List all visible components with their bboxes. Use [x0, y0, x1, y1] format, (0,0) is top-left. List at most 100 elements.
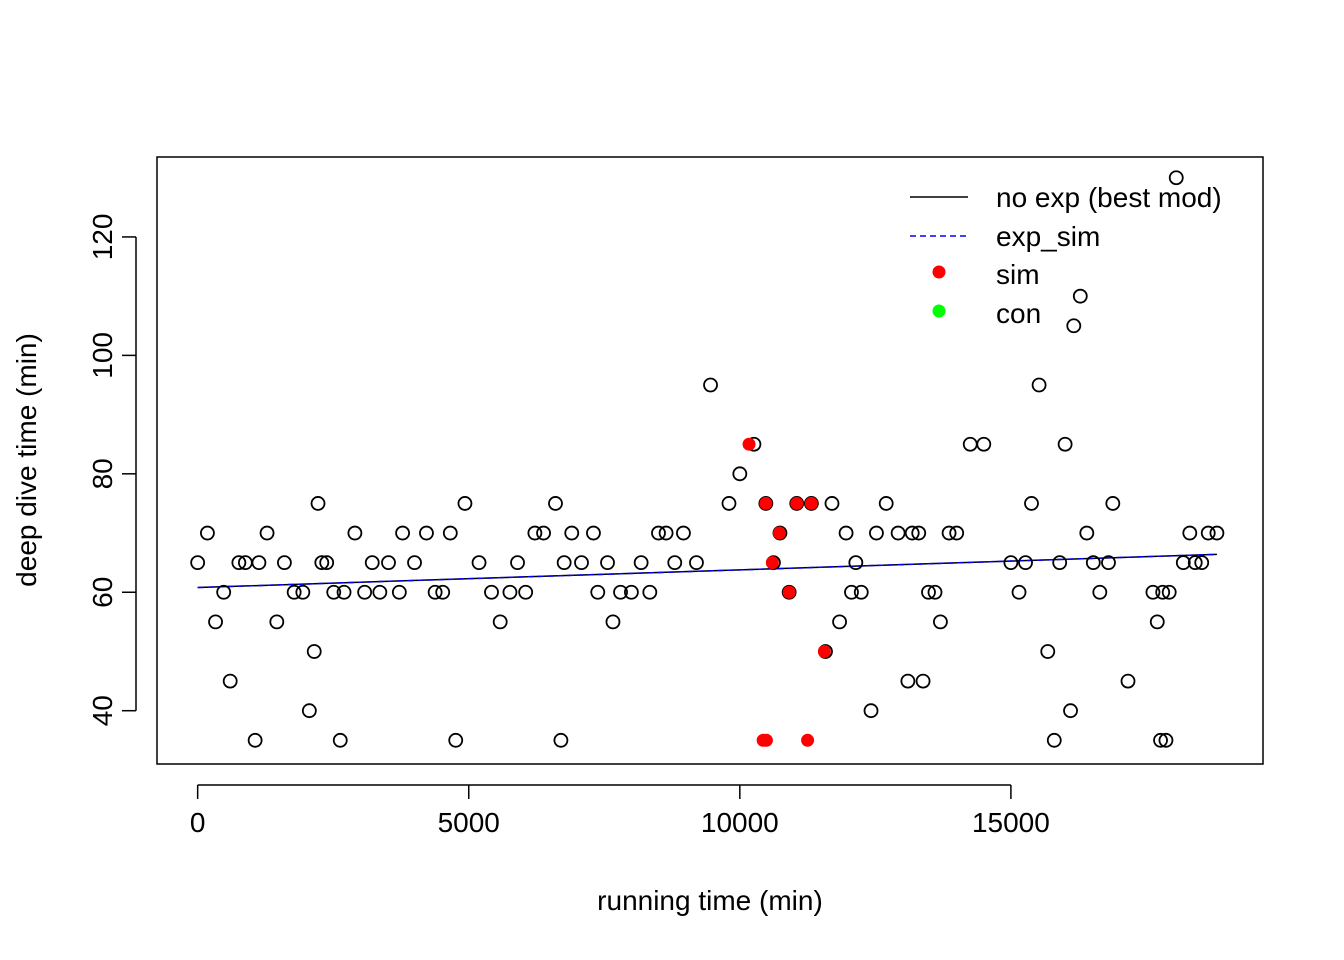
data-point — [1072, 288, 1088, 304]
data-point — [838, 525, 854, 541]
sim-point — [790, 496, 804, 510]
data-point — [427, 584, 443, 600]
data-point — [878, 496, 894, 511]
y-tick-label: 80 — [87, 458, 118, 489]
data-point — [1168, 170, 1184, 186]
sim-point — [772, 526, 786, 540]
data-point — [326, 584, 342, 600]
data-point — [848, 555, 864, 571]
sim-point — [759, 496, 773, 510]
data-point — [435, 584, 451, 600]
data-point — [332, 732, 348, 748]
sim-point — [801, 733, 815, 747]
data-point — [633, 555, 649, 571]
data-point — [651, 525, 666, 541]
data-point — [314, 555, 330, 571]
y-axis: 40 60 80 100 120 — [87, 214, 137, 726]
x-axis-title: running time (min) — [597, 885, 823, 916]
data-point — [933, 614, 948, 630]
data-point — [556, 555, 572, 571]
sim-point — [804, 496, 818, 510]
data-point — [301, 703, 317, 719]
data-point — [1182, 525, 1198, 541]
data-point — [1105, 496, 1121, 511]
data-point — [600, 555, 615, 571]
data-point — [921, 584, 936, 600]
data-point — [222, 673, 238, 689]
data-point — [962, 436, 978, 452]
data-point — [395, 525, 410, 541]
data-point — [1040, 644, 1056, 659]
data-point — [381, 555, 396, 571]
sim-point — [782, 585, 796, 599]
data-point — [502, 584, 518, 600]
data-point — [613, 584, 628, 600]
data-point — [200, 525, 215, 541]
data-point — [574, 555, 589, 571]
data-point — [442, 525, 458, 541]
legend-label: con — [996, 298, 1041, 329]
data-point — [904, 525, 920, 541]
data-point — [890, 525, 906, 541]
data-point — [1145, 584, 1161, 600]
sim-point — [742, 437, 756, 451]
data-point — [1187, 555, 1203, 571]
data-point — [277, 555, 292, 571]
y-tick-label: 120 — [87, 214, 118, 261]
data-point — [590, 584, 606, 600]
data-point — [319, 555, 335, 571]
data-point — [548, 496, 563, 511]
data-point — [391, 584, 407, 600]
data-point — [448, 732, 464, 748]
data-point — [347, 525, 363, 541]
data-point — [844, 584, 859, 600]
data-point — [586, 525, 601, 541]
data-point — [536, 525, 551, 541]
data-point — [1209, 525, 1225, 541]
legend-label: sim — [996, 259, 1040, 290]
plot-area — [190, 170, 1225, 748]
data-point — [1018, 555, 1033, 571]
data-point — [949, 525, 965, 541]
data-point — [911, 525, 927, 541]
data-point — [623, 584, 639, 600]
data-point — [231, 555, 247, 571]
data-point — [1031, 377, 1047, 393]
data-point — [1194, 555, 1210, 571]
data-point — [1092, 584, 1108, 600]
y-tick-label: 40 — [87, 695, 118, 726]
data-point — [190, 555, 206, 571]
data-point — [703, 377, 718, 393]
data-point — [1155, 584, 1171, 600]
sim-point — [817, 644, 831, 658]
data-point — [1003, 555, 1019, 571]
data-point — [251, 555, 267, 571]
data-point — [853, 584, 869, 600]
fit-line-best-mod — [197, 553, 1217, 589]
data-point — [721, 496, 737, 511]
data-point — [863, 703, 879, 719]
data-point — [605, 614, 621, 630]
data-point — [1161, 584, 1177, 600]
data-point — [832, 614, 847, 630]
data-point — [492, 614, 508, 630]
data-point — [419, 525, 434, 541]
data-point — [689, 555, 704, 571]
legend-key-2 — [932, 265, 946, 279]
data-point — [259, 525, 275, 541]
data-point — [1153, 732, 1168, 748]
data-point — [927, 584, 943, 600]
data-point — [216, 584, 232, 600]
data-point — [1120, 673, 1136, 689]
data-point — [306, 644, 322, 659]
data-point — [1200, 525, 1216, 541]
data-point — [364, 555, 380, 571]
data-point — [642, 584, 658, 600]
x-tick-label: 5000 — [438, 807, 500, 838]
x-tick-label: 10000 — [701, 807, 779, 838]
legend-label: no exp (best mod) — [996, 182, 1222, 213]
legend-label: exp_sim — [996, 221, 1100, 252]
y-axis-title: deep dive time (min) — [11, 333, 42, 587]
data-point — [310, 496, 326, 511]
